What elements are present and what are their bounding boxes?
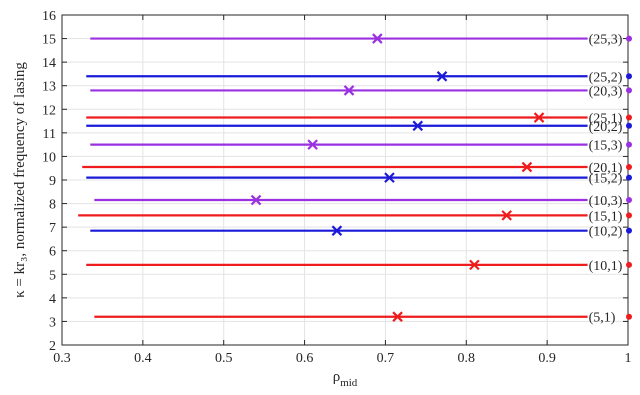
cross-marker <box>436 71 448 82</box>
cross-marker <box>412 120 424 132</box>
y-tick-label: 9 <box>49 174 56 189</box>
cross-marker <box>533 112 545 123</box>
x-axis-title: ρmid <box>333 369 358 389</box>
edge-dot-marker <box>626 35 632 42</box>
cross-marker <box>469 259 480 271</box>
ticks-group: 0.3 0.4 0.5 0.6 0.7 0.8 0.9 1234567891011121314… <box>42 9 632 366</box>
edge-dot-marker <box>626 174 632 181</box>
x-tick-label: 0.5 <box>215 351 233 366</box>
right-markers-group <box>626 35 632 320</box>
edge-dot-marker <box>626 261 632 268</box>
edge-dot-marker <box>626 73 632 80</box>
cross-marker <box>392 311 403 322</box>
series-label: (10,1) <box>589 259 623 274</box>
edge-dot-marker <box>626 313 632 320</box>
line-labels-group: (5,1) (10,1) (10,2)(15,1)(10,3) (15,2)(20,1… <box>589 33 623 326</box>
edge-dot-marker <box>626 212 632 219</box>
x-tick-label: 0.8 <box>458 351 476 366</box>
y-tick-label: 10 <box>42 150 56 165</box>
series-label: (15,2) <box>589 172 623 187</box>
y-tick-label: 3 <box>49 315 56 330</box>
series-label: (25,3) <box>589 33 623 48</box>
x-tick-label: 0.7 <box>377 351 395 366</box>
x-tick-label: 0.9 <box>538 351 556 366</box>
edge-dot-marker <box>626 227 632 234</box>
y-tick-label: 12 <box>42 103 56 118</box>
series-label: (25,2) <box>589 70 623 85</box>
series-label: (20,1) <box>589 161 623 176</box>
y-tick-label: 16 <box>42 9 56 24</box>
series-label: (10,3) <box>589 194 623 209</box>
x-tick-label: 0.4 <box>134 351 152 366</box>
y-tick-label: 6 <box>49 245 56 260</box>
edge-dot-marker <box>626 141 632 148</box>
edge-dot-marker <box>626 114 632 121</box>
y-tick-label: 8 <box>49 198 56 213</box>
series-label: (5,1) <box>589 311 616 326</box>
series-label: (20,2) <box>589 120 623 135</box>
series-label: (10,2) <box>589 225 623 240</box>
series-label: (25,1) <box>589 112 623 127</box>
cross-marker <box>343 85 355 96</box>
y-tick-label: 2 <box>49 339 56 354</box>
x-tick-label: 0.3 <box>53 351 71 366</box>
y-tick-label: 15 <box>42 33 56 48</box>
x-tick-label: 1 <box>625 351 632 366</box>
series-label: (20,3) <box>589 84 623 99</box>
edge-dot-marker <box>626 164 632 171</box>
series-group <box>78 33 588 322</box>
edge-dot-marker <box>626 122 632 129</box>
y-tick-label: 11 <box>43 127 56 142</box>
y-axis-title: κ = kr₃, normalized frequency of lasing <box>12 62 28 298</box>
series-label: (15,3) <box>589 139 623 154</box>
edge-dot-marker <box>626 197 632 204</box>
cross-marker <box>250 194 262 206</box>
cross-marker <box>501 210 512 221</box>
x-tick-label: 0.6 <box>296 351 314 366</box>
cross-marker <box>331 225 343 236</box>
y-tick-label: 13 <box>42 80 56 95</box>
edge-dot-marker <box>626 87 632 94</box>
y-tick-label: 14 <box>42 56 56 71</box>
cross-marker <box>384 172 395 183</box>
cross-marker <box>372 33 383 44</box>
series-label: (15,1) <box>589 209 623 224</box>
y-tick-label: 4 <box>49 292 56 307</box>
y-tick-label: 7 <box>49 221 56 236</box>
y-tick-label: 5 <box>49 268 56 283</box>
cross-marker <box>307 139 318 150</box>
cross-marker <box>521 161 533 173</box>
